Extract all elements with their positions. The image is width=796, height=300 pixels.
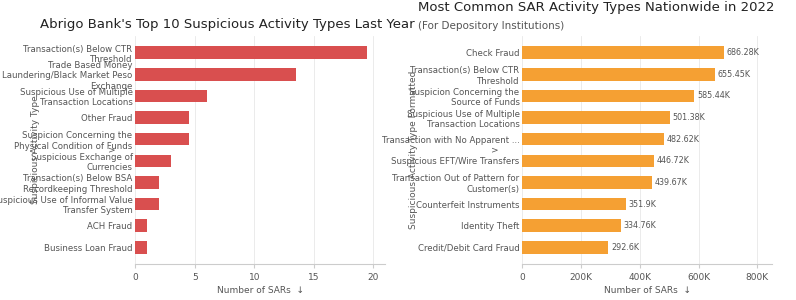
Text: Abrigo Bank's Top 10 Suspicious Activity Types Last Year: Abrigo Bank's Top 10 Suspicious Activity… <box>41 18 415 31</box>
Bar <box>135 154 171 167</box>
Bar <box>135 220 147 232</box>
Text: 655.45K: 655.45K <box>718 70 751 79</box>
Y-axis label: Suspicious Activity Type: Suspicious Activity Type <box>31 96 41 204</box>
Bar <box>135 176 159 189</box>
Text: 439.67K: 439.67K <box>654 178 688 187</box>
Bar <box>522 220 621 232</box>
Text: Most Common SAR Activity Types Nationwide in 2022: Most Common SAR Activity Types Nationwid… <box>418 1 774 14</box>
Bar <box>522 154 654 167</box>
Text: 501.38K: 501.38K <box>673 113 705 122</box>
Bar <box>135 111 189 124</box>
Bar <box>135 133 189 146</box>
Bar <box>135 46 367 59</box>
Bar <box>135 198 159 210</box>
Bar <box>522 111 669 124</box>
X-axis label: Number of SARs  ↓: Number of SARs ↓ <box>217 286 304 295</box>
Bar <box>522 90 694 102</box>
Text: 334.76K: 334.76K <box>624 221 657 230</box>
Bar <box>135 90 207 102</box>
Text: >: > <box>491 146 499 154</box>
Bar <box>135 241 147 254</box>
Bar <box>522 68 715 80</box>
Bar <box>135 68 296 80</box>
Bar <box>522 133 664 146</box>
Bar <box>522 176 652 189</box>
Text: 351.9K: 351.9K <box>629 200 657 208</box>
Text: 482.62K: 482.62K <box>667 135 700 144</box>
Text: 686.28K: 686.28K <box>727 48 759 57</box>
Text: 446.72K: 446.72K <box>657 156 689 165</box>
Bar <box>522 198 626 210</box>
X-axis label: Number of SARs  ↓: Number of SARs ↓ <box>603 286 691 295</box>
Y-axis label: Suspicious Activity Type Formatted: Suspicious Activity Type Formatted <box>408 71 418 229</box>
Text: >: > <box>107 146 115 154</box>
Bar <box>522 241 608 254</box>
Text: (For Depository Institutions): (For Depository Institutions) <box>418 21 564 31</box>
Text: 585.44K: 585.44K <box>697 92 730 100</box>
Bar <box>522 46 724 59</box>
Text: 292.6K: 292.6K <box>611 243 639 252</box>
